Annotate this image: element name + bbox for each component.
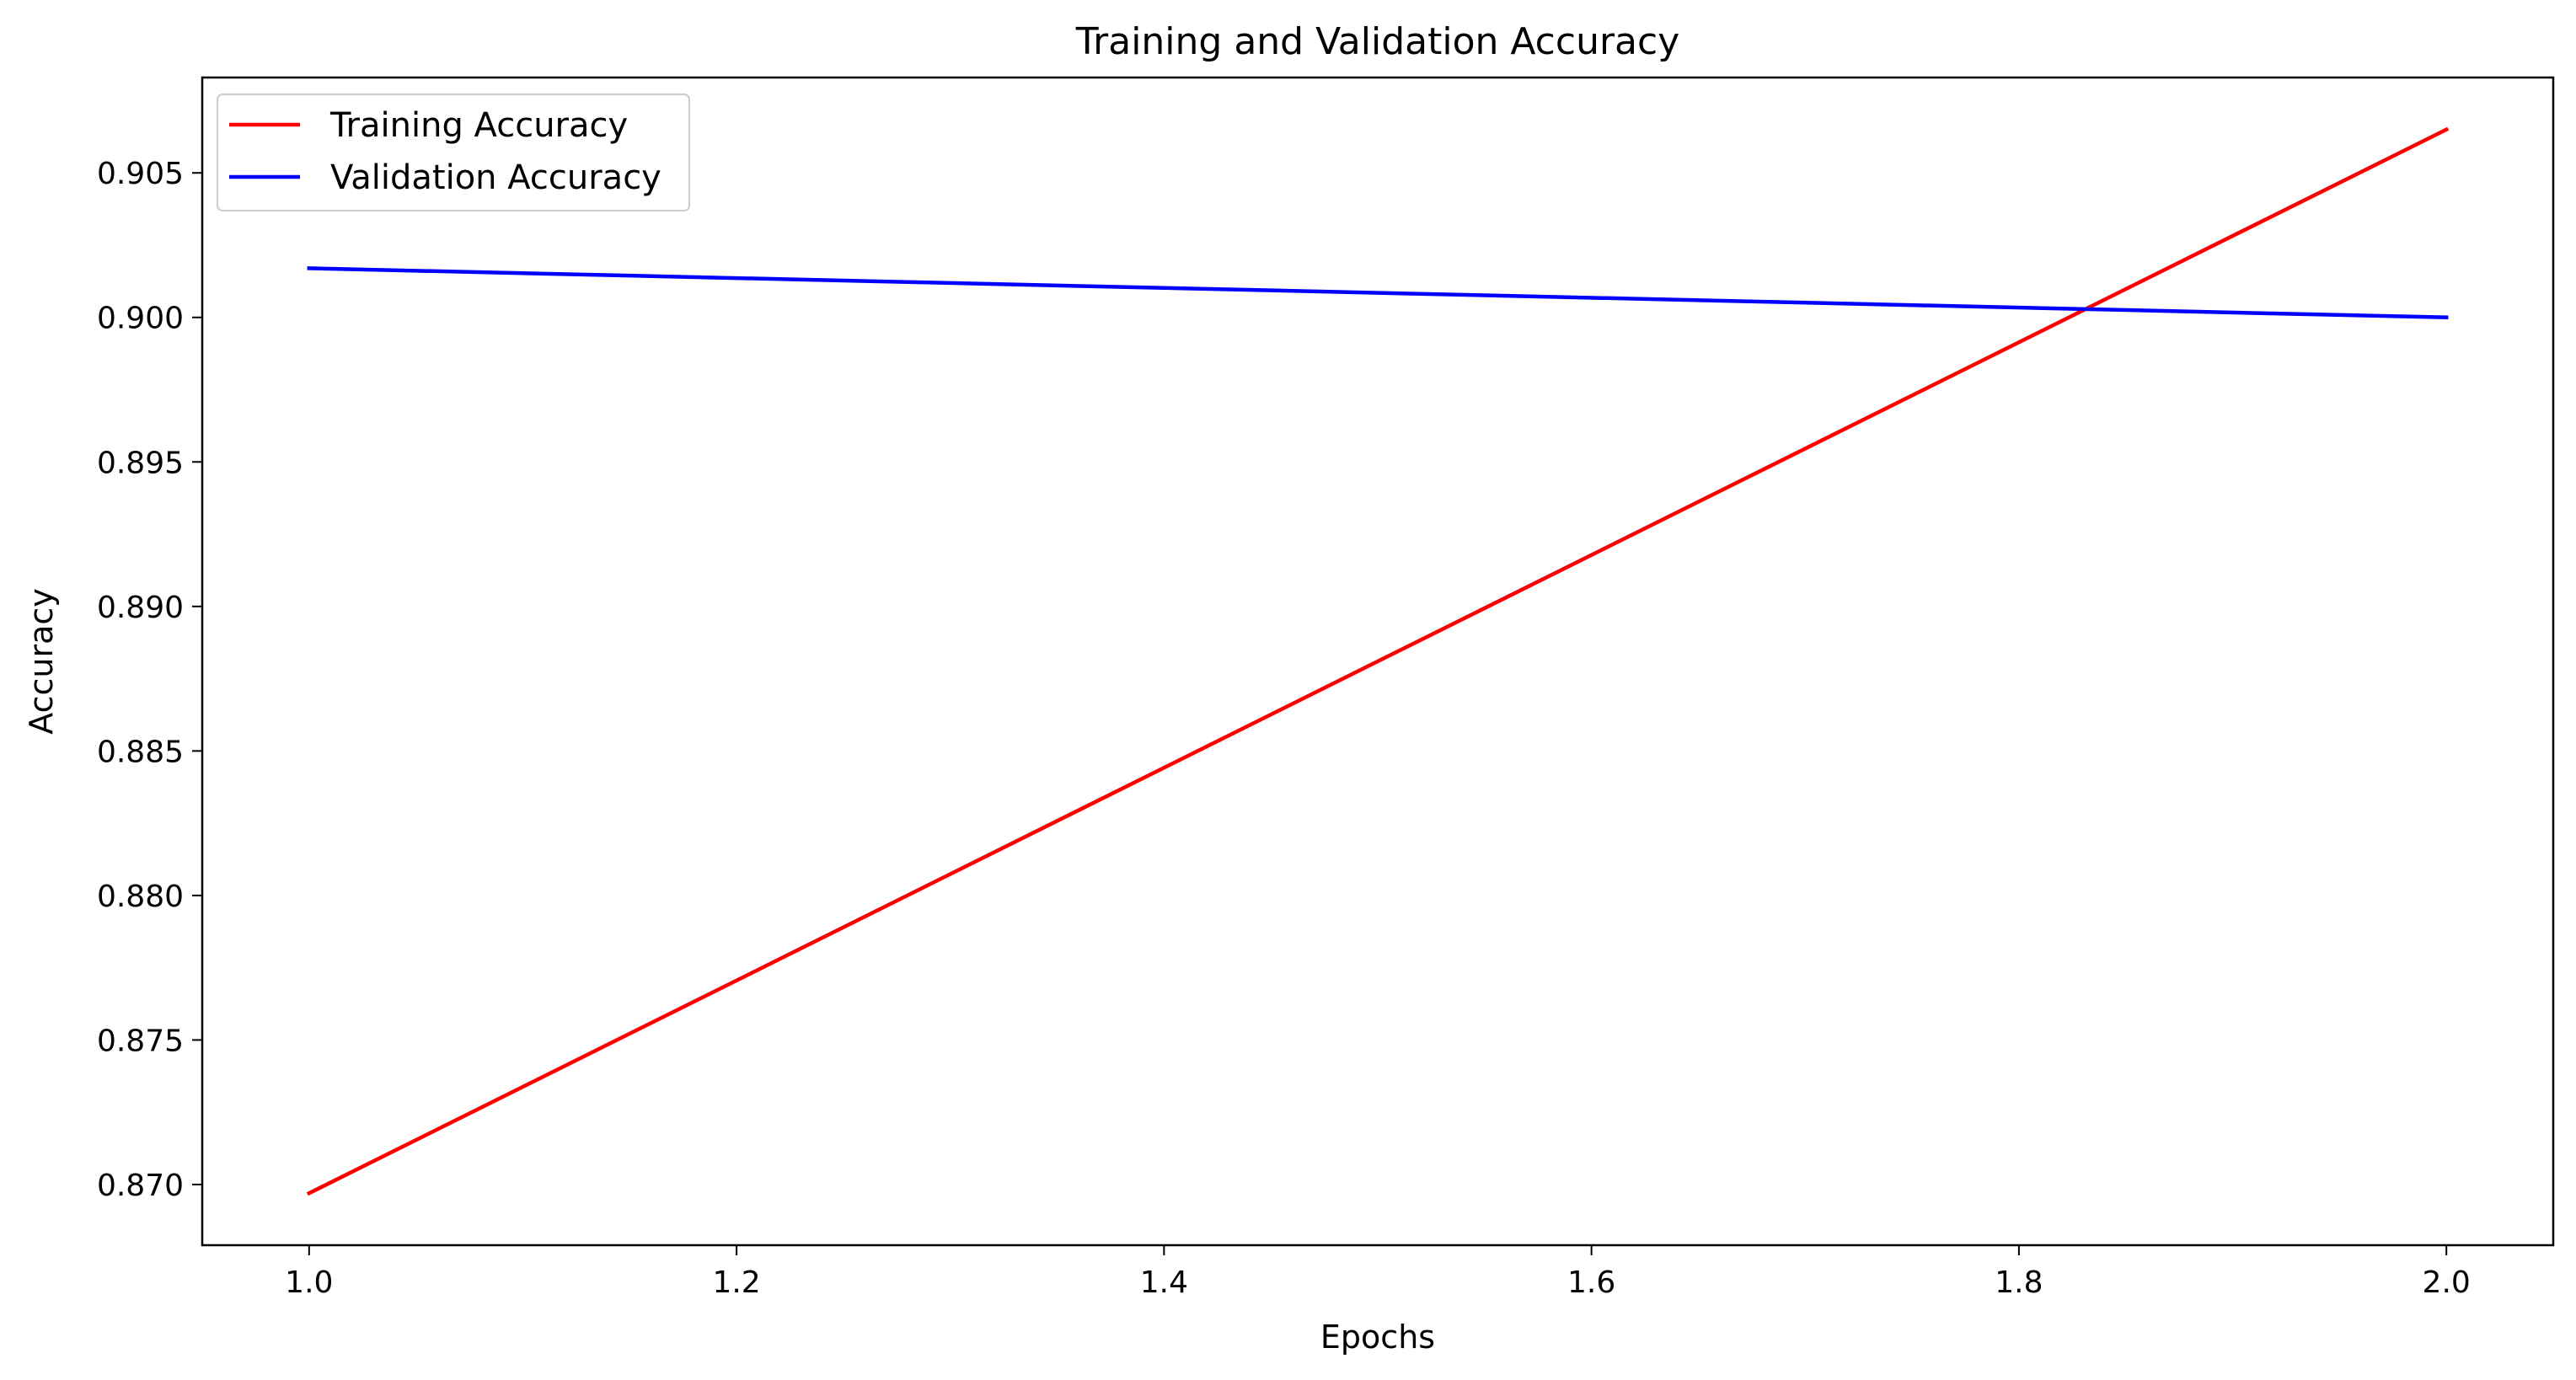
series-layer xyxy=(306,126,2450,1196)
y-tick-label: 0.895 xyxy=(97,446,184,480)
x-axis-ticks: 1.0 1.2 1.4 1.6 1.8 2.0 xyxy=(285,1245,2471,1300)
x-tick-label: 1.6 xyxy=(1567,1265,1615,1300)
x-tick-label: 2.0 xyxy=(2423,1265,2471,1300)
series-line-1 xyxy=(307,266,2449,320)
legend-box xyxy=(217,94,690,211)
legend-label-1: Validation Accuracy xyxy=(330,158,661,197)
y-axis-label: Accuracy xyxy=(23,588,60,735)
plot-area-frame xyxy=(201,76,2555,1247)
y-tick-label: 0.900 xyxy=(97,302,184,336)
y-tick-label: 0.875 xyxy=(97,1024,184,1058)
legend-label-0: Training Accuracy xyxy=(329,106,628,145)
x-tick-label: 1.2 xyxy=(712,1265,760,1300)
x-axis-label: Epochs xyxy=(1320,1318,1435,1356)
series-line-0 xyxy=(306,126,2450,1196)
x-tick-label: 1.4 xyxy=(1140,1265,1188,1300)
x-tick-label: 1.8 xyxy=(1995,1265,2043,1300)
y-tick-label: 0.870 xyxy=(97,1169,184,1203)
y-axis-ticks: 0.870 0.875 0.880 0.885 0.890 0.895 0.900 0.905 xyxy=(97,157,202,1203)
y-tick-label: 0.890 xyxy=(97,591,184,625)
chart-title: Training and Validation Accuracy xyxy=(1075,20,1680,63)
x-tick-label: 1.0 xyxy=(285,1265,333,1300)
legend: Training Accuracy Validation Accuracy xyxy=(217,94,690,211)
y-tick-label: 0.885 xyxy=(97,735,184,769)
y-tick-label: 0.905 xyxy=(97,157,184,191)
y-tick-label: 0.880 xyxy=(97,880,184,914)
